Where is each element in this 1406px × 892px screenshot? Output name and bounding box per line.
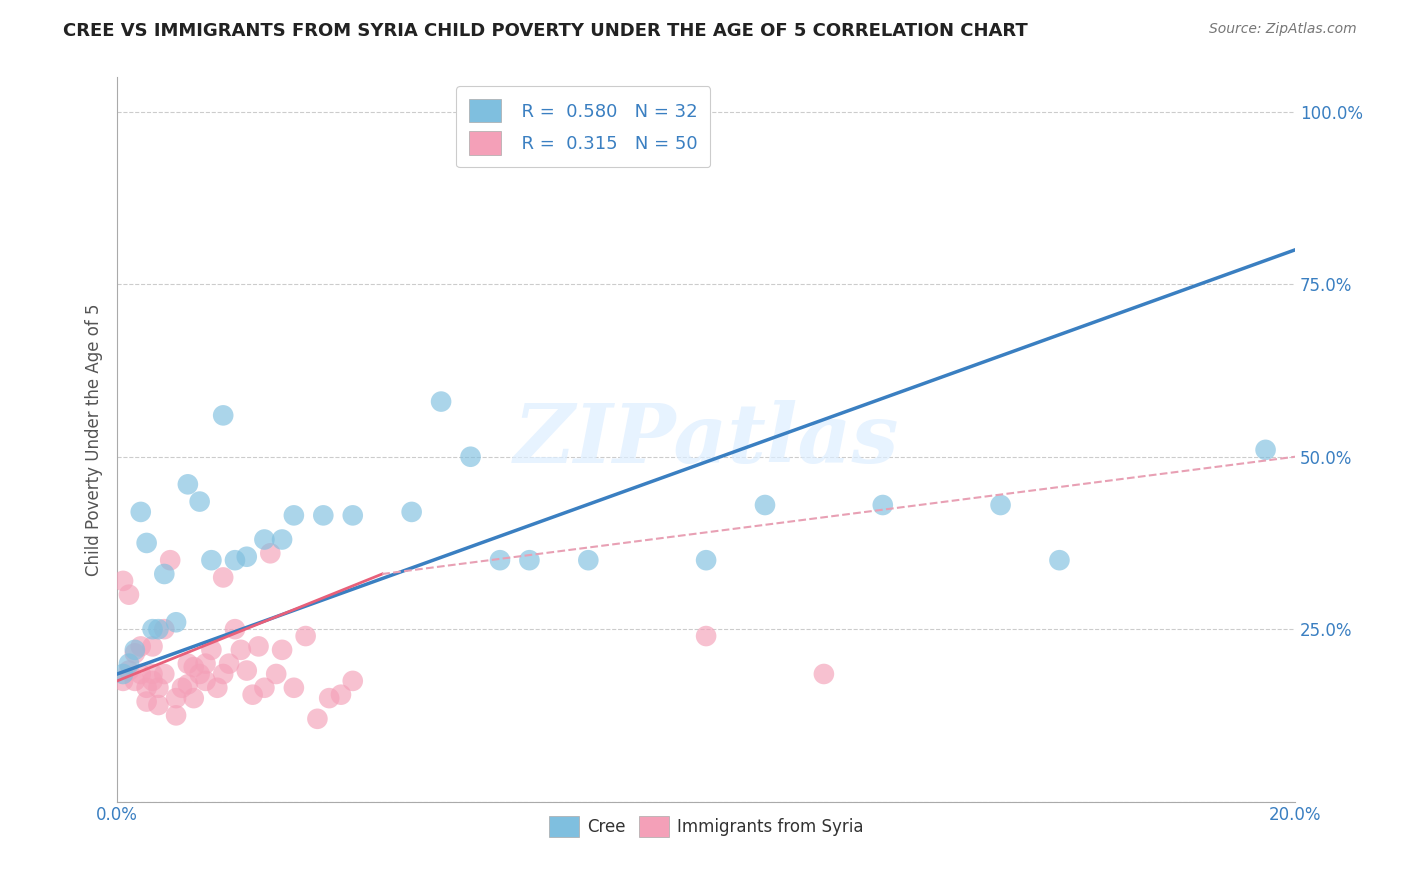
Point bbox=[129, 505, 152, 519]
Point bbox=[124, 673, 146, 688]
Point bbox=[129, 640, 152, 654]
Point bbox=[695, 553, 717, 567]
Point bbox=[460, 450, 482, 464]
Point bbox=[183, 660, 205, 674]
Point bbox=[141, 673, 163, 688]
Text: ZIPatlas: ZIPatlas bbox=[513, 400, 898, 480]
Point bbox=[576, 553, 599, 567]
Point bbox=[401, 505, 423, 519]
Point bbox=[242, 688, 264, 702]
Point bbox=[148, 681, 170, 695]
Point bbox=[271, 533, 294, 547]
Point bbox=[141, 622, 163, 636]
Point bbox=[212, 409, 235, 423]
Point bbox=[141, 640, 163, 654]
Point bbox=[283, 681, 305, 695]
Point bbox=[695, 629, 717, 643]
Point bbox=[177, 677, 200, 691]
Point bbox=[141, 667, 163, 681]
Point bbox=[112, 667, 135, 681]
Point bbox=[165, 691, 187, 706]
Point bbox=[129, 667, 152, 681]
Point bbox=[264, 667, 287, 681]
Legend: Cree, Immigrants from Syria: Cree, Immigrants from Syria bbox=[541, 809, 870, 844]
Point bbox=[342, 508, 364, 523]
Point bbox=[153, 622, 176, 636]
Y-axis label: Child Poverty Under the Age of 5: Child Poverty Under the Age of 5 bbox=[86, 303, 103, 575]
Point bbox=[294, 629, 316, 643]
Point bbox=[1254, 442, 1277, 457]
Point bbox=[200, 643, 222, 657]
Point bbox=[118, 664, 141, 678]
Point bbox=[135, 681, 157, 695]
Point bbox=[112, 673, 135, 688]
Point bbox=[224, 553, 246, 567]
Point bbox=[124, 646, 146, 660]
Point bbox=[271, 643, 294, 657]
Point bbox=[153, 566, 176, 581]
Point bbox=[207, 681, 229, 695]
Point bbox=[124, 643, 146, 657]
Point bbox=[318, 691, 340, 706]
Point bbox=[307, 712, 329, 726]
Point bbox=[148, 698, 170, 712]
Text: CREE VS IMMIGRANTS FROM SYRIA CHILD POVERTY UNDER THE AGE OF 5 CORRELATION CHART: CREE VS IMMIGRANTS FROM SYRIA CHILD POVE… bbox=[63, 22, 1028, 40]
Point bbox=[754, 498, 776, 512]
Point bbox=[153, 667, 176, 681]
Point bbox=[1049, 553, 1071, 567]
Point bbox=[342, 673, 364, 688]
Point bbox=[212, 570, 235, 584]
Point bbox=[165, 708, 187, 723]
Point bbox=[218, 657, 240, 671]
Point bbox=[135, 536, 157, 550]
Point bbox=[253, 681, 276, 695]
Point bbox=[235, 549, 257, 564]
Point bbox=[312, 508, 335, 523]
Point bbox=[135, 695, 157, 709]
Point bbox=[224, 622, 246, 636]
Point bbox=[247, 640, 270, 654]
Point bbox=[330, 688, 353, 702]
Point bbox=[212, 667, 235, 681]
Point bbox=[430, 394, 453, 409]
Point bbox=[165, 615, 187, 630]
Point bbox=[118, 657, 141, 671]
Point bbox=[489, 553, 512, 567]
Point bbox=[253, 533, 276, 547]
Point bbox=[283, 508, 305, 523]
Point bbox=[118, 588, 141, 602]
Point bbox=[188, 667, 211, 681]
Point bbox=[519, 553, 541, 567]
Point bbox=[194, 657, 217, 671]
Point bbox=[148, 622, 170, 636]
Point bbox=[170, 681, 193, 695]
Point bbox=[183, 691, 205, 706]
Point bbox=[813, 667, 835, 681]
Point bbox=[259, 546, 281, 560]
Point bbox=[200, 553, 222, 567]
Point bbox=[177, 657, 200, 671]
Point bbox=[990, 498, 1012, 512]
Point bbox=[188, 494, 211, 508]
Point bbox=[177, 477, 200, 491]
Point bbox=[229, 643, 252, 657]
Point bbox=[112, 574, 135, 588]
Text: Source: ZipAtlas.com: Source: ZipAtlas.com bbox=[1209, 22, 1357, 37]
Point bbox=[235, 664, 257, 678]
Point bbox=[872, 498, 894, 512]
Point bbox=[159, 553, 181, 567]
Point bbox=[194, 673, 217, 688]
